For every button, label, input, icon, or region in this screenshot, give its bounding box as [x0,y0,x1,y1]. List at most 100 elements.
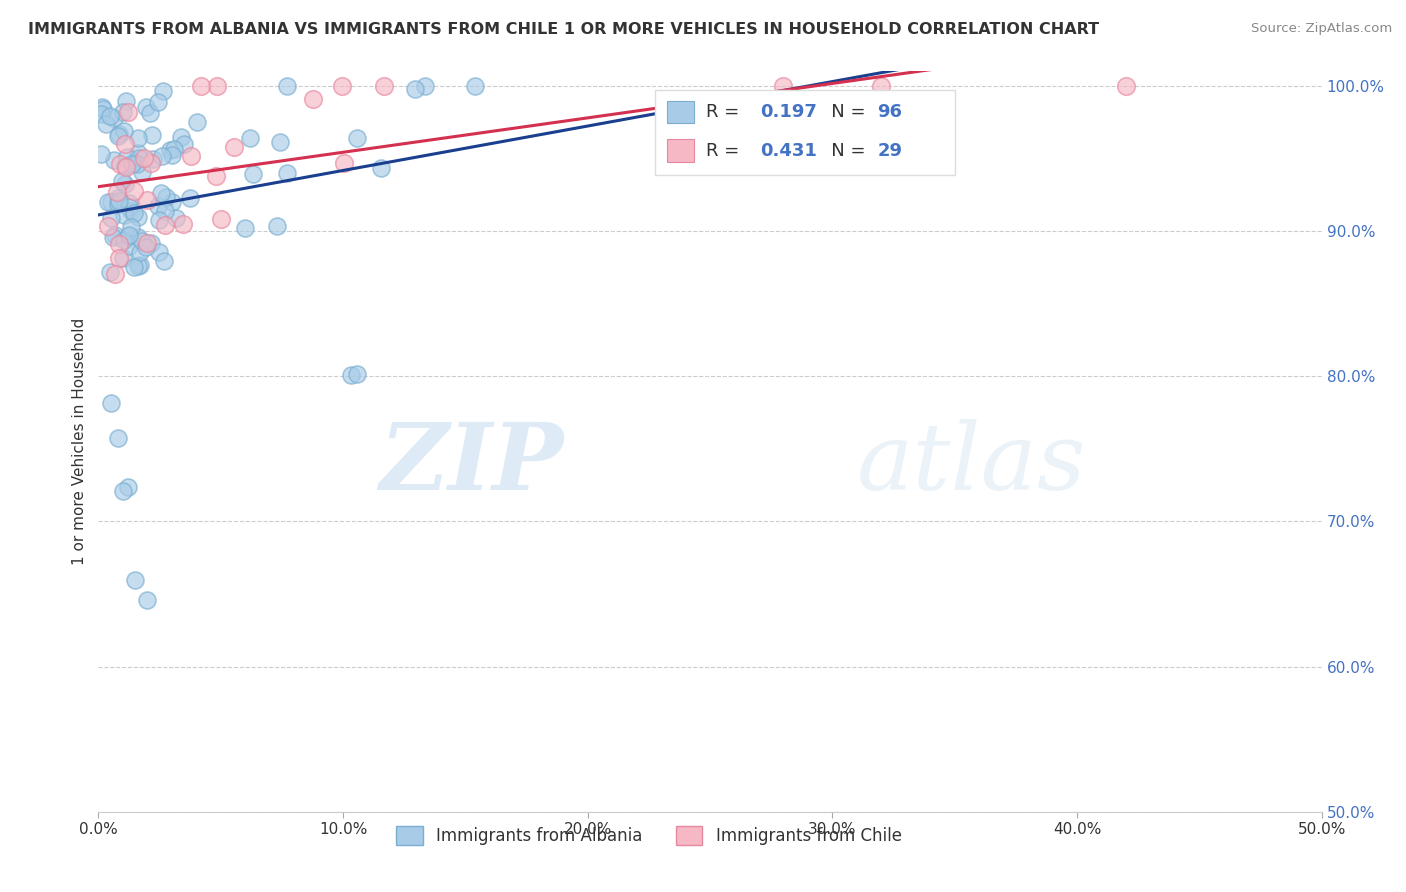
Point [111,174,134,188]
Point [127,131,149,145]
Point [111,104,134,119]
Point [269,135,291,149]
Point [276,78,298,93]
Point [150,148,173,162]
Point [136,592,159,607]
Point [108,127,131,141]
Point [117,229,139,244]
Point [242,167,264,181]
Point [131,165,153,179]
Point [139,106,162,120]
Point [115,94,138,108]
Point [772,78,794,93]
Point [190,78,212,93]
Point [107,197,129,211]
Point [152,84,174,98]
Point [155,190,177,204]
Point [179,191,201,205]
Text: Source: ZipAtlas.com: Source: ZipAtlas.com [1251,22,1392,36]
Point [127,259,149,273]
Point [118,228,141,243]
Point [135,100,157,114]
Point [112,123,135,137]
Point [103,229,125,244]
Point [127,229,149,244]
Point [333,156,356,170]
Point [127,145,149,160]
Bar [668,101,695,123]
Point [209,212,232,227]
Point [136,235,159,250]
Text: atlas: atlas [856,418,1087,508]
Point [373,78,395,93]
Point [332,78,354,93]
Point [100,195,122,210]
Point [160,147,183,161]
Point [105,185,128,199]
Point [266,219,288,233]
Point [146,95,169,109]
Text: N =: N = [814,142,872,160]
Point [122,155,145,169]
Point [131,234,153,248]
Point [239,130,262,145]
Point [114,137,136,152]
Point [155,203,177,218]
Point [139,236,162,251]
Point [107,194,129,208]
Point [205,78,228,93]
Point [103,111,125,125]
Point [118,200,141,214]
Point [276,166,298,180]
Text: R =: R = [706,103,745,121]
Point [129,245,152,260]
Text: 29: 29 [877,142,903,160]
Point [103,153,125,167]
Text: N =: N = [814,103,872,121]
Point [224,139,246,153]
Y-axis label: 1 or more Vehicles in Household: 1 or more Vehicles in Household [72,318,87,566]
Point [115,160,138,174]
Point [97,219,120,233]
Point [103,227,125,242]
Point [108,236,131,251]
Point [121,157,143,171]
Point [91,100,114,114]
Point [90,147,112,161]
Point [98,265,121,279]
Point [108,157,131,171]
Point [148,244,170,259]
Point [180,148,202,162]
Point [404,81,426,95]
Point [107,191,129,205]
Point [115,150,138,164]
Point [117,105,139,120]
Point [1115,78,1137,93]
Point [135,193,157,207]
Point [128,259,150,273]
Point [170,130,193,145]
Bar [668,139,695,161]
Point [204,169,226,183]
Point [122,260,145,275]
Point [112,234,135,248]
Text: ZIP: ZIP [380,418,564,508]
Point [114,159,136,173]
Point [870,78,893,93]
Point [172,217,194,231]
Point [173,137,195,152]
Point [90,107,112,121]
Point [346,131,368,145]
Point [104,268,127,282]
Point [94,117,117,131]
Point [148,199,170,213]
Point [233,221,256,235]
Text: 96: 96 [877,103,903,121]
Point [163,142,186,156]
Point [153,218,176,232]
Point [117,480,139,494]
Point [141,128,163,142]
Point [132,151,155,165]
Point [114,178,136,192]
Point [111,483,134,498]
